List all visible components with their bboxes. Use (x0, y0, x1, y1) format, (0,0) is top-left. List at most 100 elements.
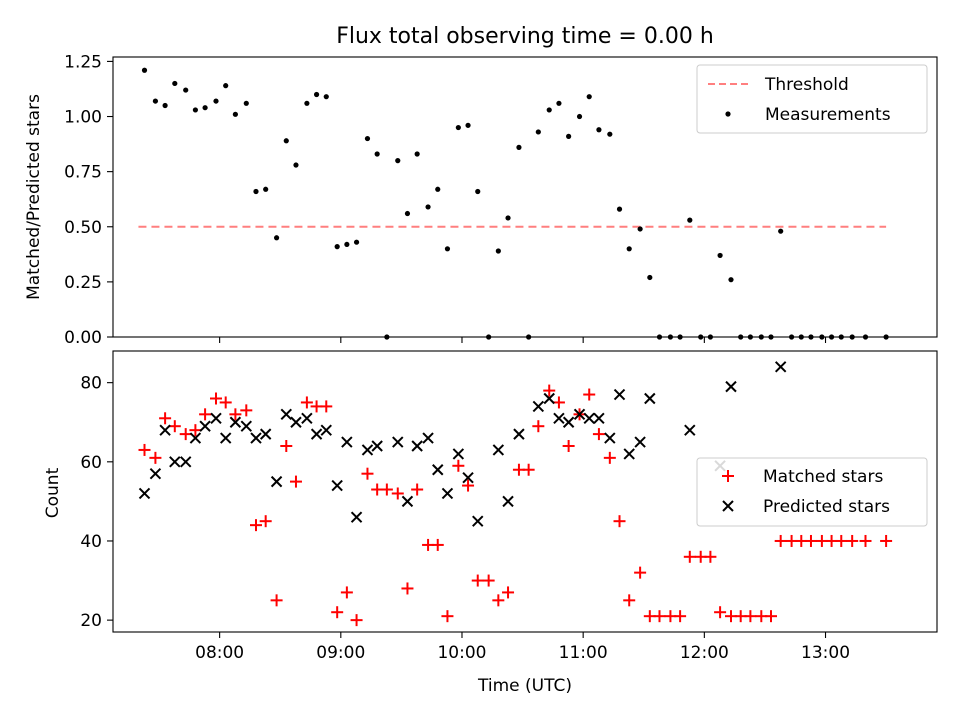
predicted-star-b (210, 412, 222, 424)
predicted-star-point (401, 495, 414, 508)
legend-threshold-label: Threshold (764, 75, 849, 95)
top-y-tick-label: 1.00 (64, 108, 102, 128)
predicted-star-b (684, 424, 696, 436)
predicted-star-b (240, 420, 253, 432)
predicted-star-point (562, 416, 575, 428)
measurement-point (535, 129, 541, 135)
top-axes: 0.00 0.25 0.50 0.75 1.00 1.25 (64, 52, 827, 348)
top-legend-box (696, 64, 928, 134)
measurement-point (647, 274, 653, 281)
matched-star-point (340, 586, 353, 599)
predicted-star-b (270, 475, 283, 488)
chart-title: Flux total observing time = 0.00 h (336, 24, 714, 49)
predicted-star-b (371, 440, 383, 452)
measurement-point (616, 206, 623, 212)
matched-star-point (603, 451, 616, 464)
predicted-star-point (199, 420, 211, 432)
predicted-star-point (432, 464, 444, 476)
predicted-star-point (159, 424, 171, 436)
predicted-star-point (532, 400, 545, 413)
measurement-point (566, 133, 572, 139)
measurement-point (465, 122, 471, 128)
matched-star-point (774, 534, 787, 547)
predicted-star-b (432, 464, 444, 476)
matched-star-point (189, 424, 202, 437)
matched-star-point (401, 582, 414, 595)
predicted-star-b (189, 432, 202, 444)
matched-star-point (482, 574, 495, 587)
matched-star-point (259, 515, 272, 528)
matched-star-point (149, 451, 162, 464)
predicted-star-point (573, 408, 586, 421)
matched-star-point (471, 574, 484, 587)
predicted-star-b (543, 392, 555, 405)
measurement-point (505, 215, 511, 221)
predicted-star-b (250, 432, 262, 444)
predicted-star-point (623, 448, 635, 460)
predicted-star-b (290, 416, 302, 428)
predicted-star-b (634, 436, 646, 448)
matched-star-point (704, 550, 717, 563)
matched-star-point (289, 475, 302, 488)
predicted-star-point (684, 424, 696, 436)
predicted-star-point (613, 388, 626, 401)
measurement-point (172, 80, 178, 87)
matched-star-point (653, 610, 666, 623)
x-tick-label: 08:00 (195, 643, 244, 663)
top-y-tick-label: 1.25 (64, 52, 102, 72)
predicted-star-point (422, 432, 434, 444)
predicted-star-point (290, 416, 302, 428)
predicted-star-point (634, 436, 646, 448)
measurement-point (607, 131, 613, 137)
top-plot-area (138, 67, 889, 340)
predicted-star-b (532, 400, 545, 413)
predicted-star-b (350, 511, 363, 523)
measurement-point (475, 188, 481, 195)
predicted-star-point (644, 392, 656, 405)
matched-star-point (391, 487, 404, 500)
legend-matched-label: Matched stars (763, 467, 883, 487)
predicted-star-b (422, 432, 434, 444)
matched-star-point (744, 610, 757, 623)
predicted-star-point (210, 412, 222, 424)
predicted-star-point (583, 412, 595, 424)
measurement-point (637, 226, 643, 232)
measurement-point (576, 113, 583, 120)
measurement-point (192, 107, 198, 113)
matched-star-point (804, 534, 817, 547)
predicted-star-point (250, 432, 262, 444)
measurement-point (404, 210, 411, 217)
measurement-point (455, 124, 461, 131)
bottom-y-tick-label: 80 (80, 374, 102, 394)
top-y-axis-label: Matched/Predicted stars (24, 94, 44, 300)
predicted-star-point (593, 412, 605, 424)
matched-star-point (583, 388, 596, 401)
predicted-star-b (725, 380, 737, 393)
predicted-star-point (513, 428, 525, 440)
predicted-star-b (361, 444, 374, 456)
measurement-point (293, 162, 299, 168)
matched-star-point (764, 610, 777, 623)
predicted-star-b (604, 432, 616, 444)
matched-star-point (674, 610, 687, 623)
predicted-star-point (492, 444, 505, 456)
top-y-tick-label: 0.75 (64, 163, 102, 183)
measurement-point (183, 87, 189, 93)
matched-star-point (592, 428, 605, 441)
measurement-point (687, 217, 693, 223)
predicted-star-point (331, 479, 343, 492)
top-y-tick-label: 0.50 (64, 218, 102, 238)
bottom-axes: 20 40 60 80 08:00 09:00 10:00 11:00 12:00 13:00 (80, 374, 850, 663)
predicted-star-point (310, 428, 323, 440)
measurement-point (152, 98, 159, 104)
predicted-star-point (169, 456, 181, 468)
legend-predicted-swatch (722, 500, 734, 512)
legend-measurements-swatch (725, 111, 731, 117)
matched-star-point (634, 566, 647, 579)
predicted-star-b (462, 471, 474, 484)
measurement-point (334, 244, 340, 250)
predicted-star-point (229, 416, 242, 428)
predicted-star-point (280, 408, 292, 421)
predicted-star-point (452, 448, 465, 460)
measurement-point (495, 248, 501, 254)
